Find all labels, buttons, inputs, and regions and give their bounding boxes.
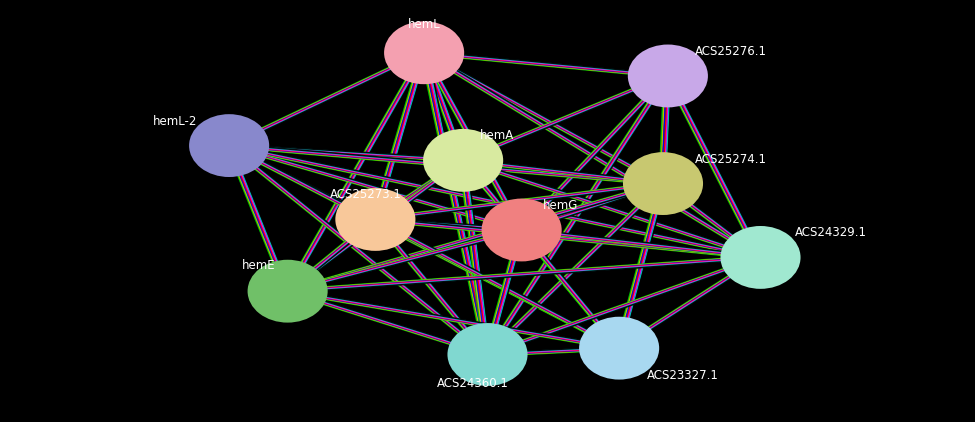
Text: hemL: hemL (408, 18, 441, 30)
Ellipse shape (722, 227, 800, 288)
Text: ACS23327.1: ACS23327.1 (646, 369, 719, 382)
Ellipse shape (580, 318, 658, 379)
Text: ACS24360.1: ACS24360.1 (437, 377, 509, 390)
Text: ACS24329.1: ACS24329.1 (795, 227, 867, 239)
Ellipse shape (424, 130, 502, 191)
Text: ACS25274.1: ACS25274.1 (695, 153, 767, 165)
Ellipse shape (483, 200, 561, 260)
Text: ACS25273.1: ACS25273.1 (330, 188, 402, 200)
Ellipse shape (385, 22, 463, 83)
Text: hemE: hemE (242, 260, 275, 272)
Text: ACS25276.1: ACS25276.1 (695, 45, 767, 58)
Text: hemL-2: hemL-2 (153, 115, 198, 127)
Ellipse shape (249, 261, 327, 322)
Ellipse shape (624, 153, 702, 214)
Text: hemG: hemG (543, 199, 578, 212)
Ellipse shape (336, 189, 414, 250)
Ellipse shape (448, 324, 526, 385)
Ellipse shape (629, 46, 707, 106)
Ellipse shape (190, 115, 268, 176)
Text: hemA: hemA (480, 130, 515, 142)
